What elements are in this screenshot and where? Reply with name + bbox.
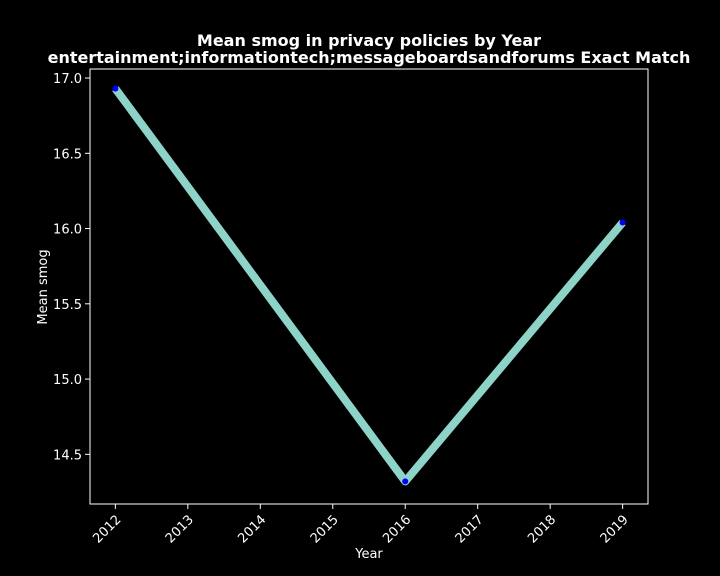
y-axis: 14.5 15.0 15.5 16.0 16.5 17.0 [53,72,90,463]
y-tick-label: 16.5 [53,147,82,162]
data-point-2016 [402,478,409,485]
y-axis-label: Mean smog [36,249,51,324]
series-layer [112,85,626,486]
x-tick-label: 2014 [235,512,269,546]
y-tick-label: 15.5 [53,298,82,313]
x-tick-label: 2015 [308,512,342,546]
x-axis-label: Year [354,547,383,562]
chart-title: Mean smog in privacy policies by Year [197,31,541,50]
data-point-2019 [619,219,626,226]
chart-subtitle: entertainment;informationtech;messageboa… [48,48,691,67]
y-tick-label: 14.5 [53,448,82,463]
x-tick-label: 2016 [380,512,414,546]
x-tick-label: 2017 [453,512,487,546]
x-axis: 2012 2013 2014 2015 2016 2017 2018 2019 [90,504,632,546]
x-tick-label: 2012 [90,512,124,546]
series-line [112,86,626,486]
x-tick-label: 2018 [525,512,559,546]
data-point-2012 [112,85,119,92]
plot-area-frame [89,68,649,505]
y-tick-label: 17.0 [53,72,82,87]
x-tick-label: 2019 [598,512,632,546]
y-tick-label: 15.0 [53,373,82,388]
x-tick-label: 2013 [163,512,197,546]
y-tick-label: 16.0 [53,223,82,238]
